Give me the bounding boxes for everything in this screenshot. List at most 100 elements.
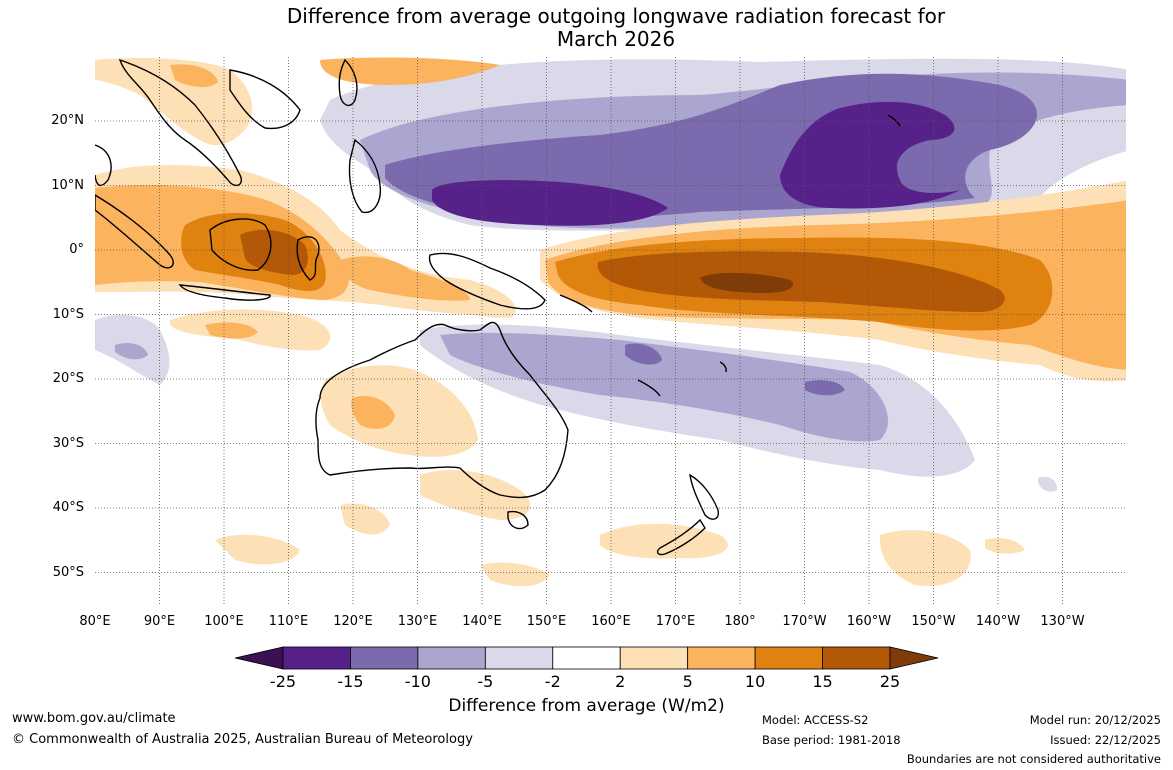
positive-anomaly-new-zealand (600, 523, 728, 559)
positive-anomaly-south-pacific-far (879, 530, 971, 586)
positive-anomaly-southern-indian (215, 534, 300, 565)
japan-coastline (338, 58, 358, 107)
latitude-label: 10°S (52, 306, 84, 322)
new-guinea-coastline (428, 252, 546, 310)
longitude-label: 150°W (911, 614, 956, 629)
negative-anomaly-north-pacific-core-west (432, 180, 668, 226)
java-coastline (178, 284, 271, 301)
new-zealand-north-coastline (689, 473, 719, 520)
latitude-label: 50°S (52, 564, 84, 580)
longitude-label: 100°E (204, 614, 244, 629)
colorbar-tick-label: 25 (879, 672, 901, 691)
colorbar-tick-label: 15 (812, 672, 833, 691)
footer-issued: Issued: 22/12/2025 (1050, 733, 1161, 747)
philippines-coastline (348, 138, 382, 214)
colorbar-extend-min (234, 646, 284, 670)
negative-anomaly-south-pacific-strong2 (805, 380, 845, 396)
solomon-islands-coastline (559, 294, 593, 313)
colorbar-tick-label: -15 (337, 672, 364, 691)
indochina-coastline (118, 58, 242, 187)
longitude-label: 160°E (591, 614, 631, 629)
longitude-label: 170°E (655, 614, 696, 629)
colorbar-tick-label: -25 (269, 672, 297, 691)
new-zealand-south-coastline (656, 518, 706, 556)
colorbar-tick-label: 2 (615, 672, 626, 691)
fiji-coastline (719, 361, 727, 373)
longitude-label: 140°W (975, 614, 1021, 629)
positive-anomaly-east-patch (985, 538, 1025, 554)
borneo-coastline (209, 218, 272, 271)
longitude-label: 180° (724, 614, 756, 629)
footer-base-period: Base period: 1981-2018 (762, 733, 901, 747)
colorbar-tick-label: -5 (477, 672, 494, 691)
sulawesi-coastline (296, 236, 320, 281)
india-coastline (95, 144, 112, 187)
negative-anomaly-north-pacific-core-east (780, 101, 960, 209)
footer-disclaimer: Boundaries are not considered authoritat… (906, 752, 1161, 766)
colorbar-tick-label: 5 (682, 672, 693, 691)
positive-anomaly-north-west-pacific (320, 57, 500, 85)
latitude-label: 40°S (52, 500, 84, 515)
colorbar-segment (822, 646, 891, 670)
positive-anomaly-banda (340, 256, 470, 301)
longitude-label: 170°W (782, 614, 827, 629)
positive-anomaly-australia (320, 365, 478, 457)
map-title-line2: March 2026 (556, 27, 676, 51)
longitude-label: 110°E (268, 614, 309, 629)
latitude-label: 10°N (51, 177, 84, 193)
longitude-label: 120°E (333, 614, 373, 629)
colorbar-segment (350, 646, 419, 670)
positive-anomaly-southern-patch (480, 562, 550, 587)
footer-model: Model: ACCESS-S2 (762, 713, 869, 727)
colorbar-segment (619, 646, 689, 670)
map-panel (95, 57, 1126, 605)
longitude-label: 150°E (526, 614, 567, 629)
longitude-label: 160°W (846, 614, 892, 629)
colorbar (234, 646, 939, 670)
negative-anomaly-south-pacific-mid (440, 332, 889, 442)
latitude-label: 20°N (51, 113, 84, 128)
positive-anomaly-equatorial-strong (597, 251, 1005, 312)
colorbar-segment (417, 646, 486, 670)
positive-anomaly-south-china (170, 64, 218, 88)
colorbar-title: Difference from average (W/m2) (448, 696, 725, 716)
colorbar-segment (484, 646, 554, 670)
negative-anomaly-south-pacific-strong (625, 343, 662, 365)
colorbar-tick-label: -2 (544, 672, 561, 691)
footer-copyright: © Commonwealth of Australia 2025, Austra… (12, 732, 473, 747)
latitude-label: 30°S (52, 435, 84, 451)
longitude-label: 130°E (397, 614, 438, 629)
longitude-label: 80°E (79, 614, 111, 629)
latitude-label: 0° (69, 242, 84, 257)
longitude-label: 140°E (462, 614, 502, 629)
colorbar-segment (687, 646, 756, 670)
latitude-label: 20°S (52, 371, 84, 386)
sumatra-coastline (95, 194, 174, 269)
colorbar-extend-max (889, 646, 939, 670)
colorbar-tick-label: -10 (404, 672, 431, 691)
longitude-label: 90°E (143, 614, 176, 629)
hawaii-coastline (887, 114, 901, 127)
new-caledonia-coastline (637, 379, 661, 397)
colorbar-segment (282, 646, 351, 670)
positive-anomaly-australia-core (351, 395, 395, 429)
positive-anomaly-south-indian-core (205, 322, 258, 339)
footer-website[interactable]: www.bom.gov.au/climate (12, 711, 176, 726)
positive-anomaly-maritime-strong (240, 229, 308, 276)
longitude-label: 130°W (1040, 614, 1085, 629)
tasmania-coastline (507, 510, 529, 530)
colorbar-segment (552, 646, 621, 670)
china-coastline (229, 69, 301, 130)
coastlines (95, 58, 901, 556)
negative-anomaly-south-indian-core (115, 343, 148, 360)
colorbar-segment (754, 646, 823, 670)
positive-anomaly-equatorial-core (700, 272, 794, 294)
positive-anomaly-tasman (420, 470, 531, 520)
graticule (95, 57, 1126, 605)
footer-model-run: Model run: 20/12/2025 (1029, 713, 1161, 727)
positive-anomaly-south-australia (340, 503, 390, 535)
map-title-line1: Difference from average outgoing longwav… (286, 4, 946, 28)
colorbar-tick-label: 10 (744, 672, 766, 691)
australia-coastline (315, 321, 569, 499)
